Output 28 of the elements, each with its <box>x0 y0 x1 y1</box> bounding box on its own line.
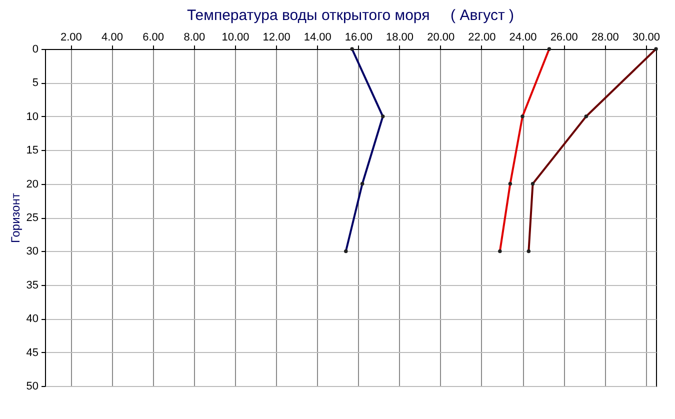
x-tick-label: 20.00 <box>427 32 455 44</box>
x-tick-label: 6.00 <box>142 32 164 44</box>
x-tick-label: 22.00 <box>468 32 496 44</box>
y-axis-title: Горизонт <box>8 192 22 243</box>
y-tick-label: 10 <box>26 110 38 123</box>
y-tick-label: 25 <box>26 212 38 224</box>
y-tick-label: 50 <box>26 380 38 392</box>
x-tick-label: 18.00 <box>386 32 414 44</box>
y-tick-label: 0 <box>32 44 38 56</box>
y-tick-label: 20 <box>26 178 38 190</box>
x-tick-label: 12.00 <box>262 32 290 44</box>
x-tick-label: 8.00 <box>184 32 206 44</box>
x-tick-label: 30.00 <box>632 32 660 44</box>
x-tick-label: 4.00 <box>102 32 123 44</box>
x-tick-label: 28.00 <box>591 32 619 44</box>
y-tick-label: 40 <box>26 313 38 326</box>
y-tick-label: 15 <box>26 144 38 157</box>
y-tick-label: 30 <box>26 246 38 258</box>
x-tick-label: 2.00 <box>60 32 82 44</box>
x-tick-label: 16.00 <box>344 32 372 44</box>
x-tick-label: 26.00 <box>550 32 578 44</box>
chart-title: Температура воды открытого моря ( Август ) <box>186 7 514 24</box>
y-tick-label: 5 <box>32 77 38 90</box>
y-tick-label: 35 <box>26 279 38 292</box>
x-tick-label: 14.00 <box>304 32 332 44</box>
x-tick-label: 24.00 <box>509 32 537 44</box>
y-tick-label: 45 <box>26 346 38 359</box>
x-tick-label: 10.00 <box>222 32 250 44</box>
